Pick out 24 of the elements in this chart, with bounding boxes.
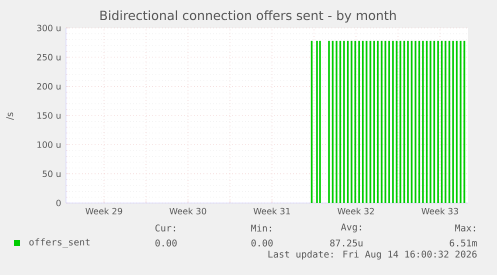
text: Min:: [251, 224, 272, 232]
text: 87.25u: [330, 239, 362, 247]
text: Last update: Fri Aug 14 16:00:32 2026: [268, 250, 477, 260]
y-tick-label: 0: [56, 200, 61, 206]
y-tick-label: 250 u: [37, 54, 60, 60]
y-tick-label: 100 u: [37, 141, 60, 148]
text: Avg:: [340, 224, 362, 232]
x-tick-label: Week 32: [338, 208, 374, 214]
y-tick-label: 150 u: [37, 112, 60, 119]
x-tick-label: Week 33: [422, 208, 458, 214]
chart-title: Bidirectional connection offers sent - by month: [100, 10, 396, 23]
text: 0.00: [155, 239, 177, 247]
text: 6.51m: [450, 239, 477, 247]
legend-label: offers_sent: [29, 238, 90, 248]
text: Cur:: [155, 224, 176, 232]
y-axis-title: /s: [6, 112, 14, 120]
y-tick-label: 50 u: [42, 170, 60, 178]
x-tick-label: Week 31: [254, 208, 290, 214]
x-tick-label: Week 30: [170, 208, 206, 214]
text: Max:: [455, 224, 476, 232]
y-tick-label: 300 u: [37, 24, 60, 32]
y-tick-label: 200 u: [37, 83, 60, 90]
x-tick-label: Week 29: [86, 208, 122, 214]
text: 0.00: [251, 239, 273, 247]
